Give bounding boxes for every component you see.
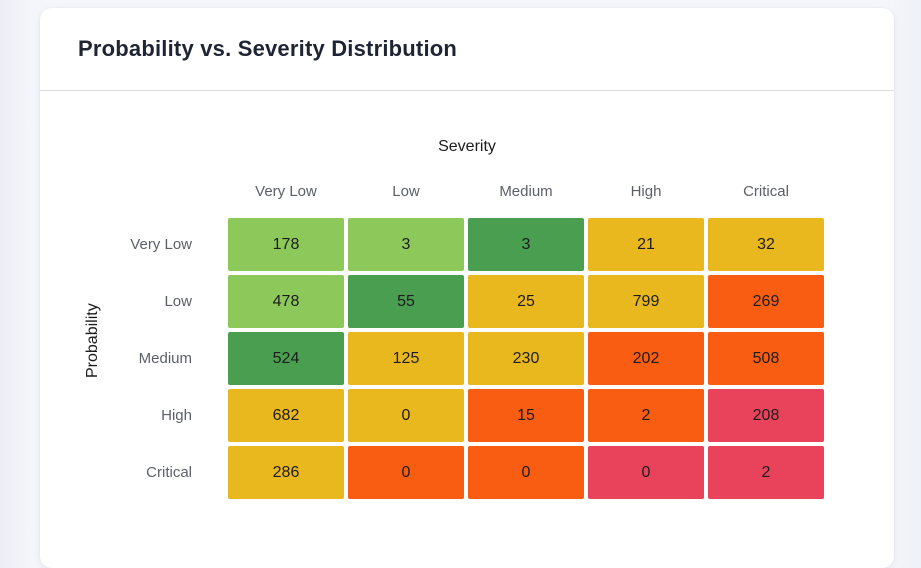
heatmap-cell[interactable]: 2 [588,389,704,442]
column-tick-label: Medium [499,183,553,200]
heatmap-cell[interactable]: 269 [708,275,824,328]
heatmap-cell[interactable]: 0 [348,389,464,442]
heatmap-cell[interactable]: 524 [228,332,344,385]
heatmap-cell[interactable]: 0 [348,446,464,499]
heatmap-cell[interactable]: 0 [588,446,704,499]
heatmap-grid: 178 3 3 21 32 478 55 25 799 269 524 125 230 202 508 682… [228,218,824,499]
column-tick-label: Critical [743,183,789,200]
heatmap-cell[interactable]: 508 [708,332,824,385]
column-tick-label: Very Low [255,183,317,200]
heatmap-cell[interactable]: 2 [708,446,824,499]
column-tick-label: Low [392,183,420,200]
heatmap-cell[interactable]: 3 [468,218,584,271]
heatmap-cell[interactable]: 125 [348,332,464,385]
heatmap-cell[interactable]: 21 [588,218,704,271]
heatmap-cell[interactable]: 286 [228,446,344,499]
row-tick-label: High [161,407,192,424]
x-axis-title: Severity [438,138,496,155]
column-labels: Very Low Low Medium High Critical [228,183,824,200]
heatmap-cell[interactable]: 25 [468,275,584,328]
heatmap-cell[interactable]: 0 [468,446,584,499]
heatmap-cell[interactable]: 478 [228,275,344,328]
row-tick-label: Critical [146,464,192,481]
heatmap-cell[interactable]: 178 [228,218,344,271]
heatmap-cell[interactable]: 32 [708,218,824,271]
heatmap-cell[interactable]: 682 [228,389,344,442]
card-title: Probability vs. Severity Distribution [78,36,458,61]
row-tick-label: Medium [138,350,192,367]
heatmap-cell[interactable]: 15 [468,389,584,442]
row-tick-label: Very Low [130,236,192,253]
heatmap-chart: Severity Probability Very Low Low Medium Hi… [40,91,894,568]
heatmap-cell[interactable]: 55 [348,275,464,328]
risk-heatmap-card: Probability vs. Severity Distribution Se… [40,8,894,568]
heatmap-cell[interactable]: 799 [588,275,704,328]
column-tick-label: High [630,183,662,200]
heatmap-cell[interactable]: 202 [588,332,704,385]
card-header: Probability vs. Severity Distribution [40,8,894,91]
heatmap-cell[interactable]: 3 [348,218,464,271]
heatmap-cell[interactable]: 208 [708,389,824,442]
row-tick-label: Low [164,293,192,310]
heatmap-cell[interactable]: 230 [468,332,584,385]
row-labels: Very Low Low Medium High Critical [40,218,228,499]
